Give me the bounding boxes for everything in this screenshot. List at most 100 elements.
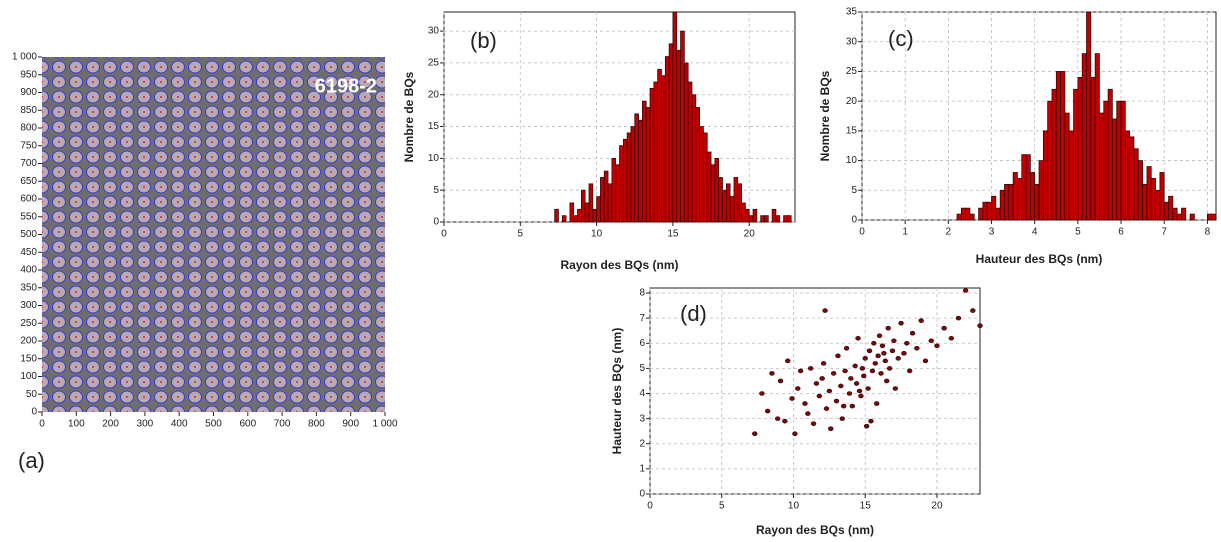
y-tick-label: 20 xyxy=(846,96,858,107)
bar xyxy=(1129,136,1135,221)
x-tick-label: 15 xyxy=(667,229,679,240)
x-tick-label: 0 xyxy=(39,419,45,430)
point xyxy=(830,371,837,376)
point xyxy=(792,431,798,437)
y-tick-label: 8 xyxy=(639,288,645,299)
panel-label: (d) xyxy=(680,301,707,326)
x-tick-label: 4 xyxy=(1032,227,1038,238)
point xyxy=(819,376,825,381)
bar xyxy=(592,208,597,223)
bar xyxy=(745,208,750,223)
point xyxy=(764,408,771,414)
bar xyxy=(619,145,624,223)
bar xyxy=(653,81,659,223)
x-tick-label: 3 xyxy=(989,227,995,238)
point xyxy=(835,353,841,359)
bar xyxy=(982,201,988,221)
bar xyxy=(588,183,594,223)
bar xyxy=(1042,130,1048,221)
point xyxy=(842,368,848,374)
point xyxy=(941,325,947,331)
point xyxy=(873,401,880,406)
bar xyxy=(1159,172,1165,221)
bar xyxy=(626,132,632,223)
x-tick-label: 500 xyxy=(205,419,222,430)
point xyxy=(839,416,845,421)
bar xyxy=(1090,77,1096,221)
point xyxy=(862,356,868,361)
bar xyxy=(630,126,636,223)
x-axis-title: Rayon des BQs (nm) xyxy=(560,258,678,272)
bar xyxy=(1172,207,1178,221)
point xyxy=(855,335,861,341)
point xyxy=(869,368,876,374)
bar xyxy=(687,81,693,223)
point xyxy=(769,371,775,376)
point xyxy=(846,391,853,396)
point xyxy=(856,388,863,394)
point xyxy=(866,348,873,354)
bar xyxy=(561,215,567,223)
y-tick-label: 300 xyxy=(20,300,37,311)
point xyxy=(785,358,791,364)
bar xyxy=(638,119,643,223)
bar xyxy=(1181,207,1187,221)
bar xyxy=(1116,100,1122,221)
point xyxy=(901,351,907,356)
sample-label: 6198-2 xyxy=(315,75,377,97)
point xyxy=(895,356,901,361)
bar xyxy=(672,11,678,223)
x-tick-label: 15 xyxy=(860,501,872,512)
bar xyxy=(695,107,700,223)
x-tick-label: 20 xyxy=(744,229,756,240)
bar xyxy=(596,196,601,223)
x-tick-label: 7 xyxy=(1161,227,1167,238)
bar xyxy=(1030,172,1036,221)
x-tick-label: 900 xyxy=(342,419,359,430)
point xyxy=(898,320,904,326)
x-tick-label: 5 xyxy=(719,501,725,512)
y-tick-label: 5 xyxy=(851,185,857,196)
bar xyxy=(649,88,655,223)
point xyxy=(849,403,856,409)
point xyxy=(962,288,969,293)
point xyxy=(816,393,823,399)
bar xyxy=(1150,178,1156,221)
point xyxy=(876,333,883,339)
y-tick-label: 6 xyxy=(639,338,645,349)
bar xyxy=(1073,88,1079,221)
y-tick-label: 10 xyxy=(428,153,440,164)
y-tick-label: 850 xyxy=(20,105,37,116)
bar xyxy=(1081,53,1087,221)
bar xyxy=(661,75,666,223)
bar xyxy=(771,208,777,223)
bar xyxy=(714,158,720,223)
bar xyxy=(978,207,984,221)
point xyxy=(789,396,795,401)
y-tick-label: 50 xyxy=(26,389,38,400)
x-tick-label: 5 xyxy=(1075,227,1081,238)
y-tick-label: 250 xyxy=(20,318,37,329)
x-tick-label: 8 xyxy=(1205,227,1211,238)
y-tick-label: 800 xyxy=(20,123,37,134)
point xyxy=(853,381,860,386)
point xyxy=(802,401,808,406)
y-tick-label: 15 xyxy=(428,121,440,132)
point xyxy=(843,345,850,351)
micrograph xyxy=(42,57,385,412)
point xyxy=(810,421,817,426)
x-tick-label: 5 xyxy=(518,229,524,240)
y-axis-title: Hauteur des BQs (nm) xyxy=(610,328,624,455)
bar xyxy=(1008,183,1014,221)
point xyxy=(797,368,804,374)
y-tick-label: 4 xyxy=(639,388,645,399)
point xyxy=(871,340,877,346)
panel-label: (a) xyxy=(18,448,45,473)
point xyxy=(885,325,891,331)
point xyxy=(838,383,844,389)
bar xyxy=(775,215,781,223)
point xyxy=(934,343,940,349)
bar xyxy=(580,189,586,223)
bar xyxy=(960,207,966,221)
